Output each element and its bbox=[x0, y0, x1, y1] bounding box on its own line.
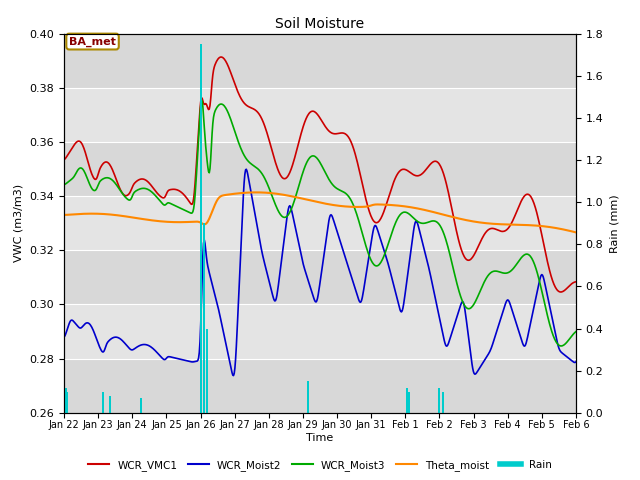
Legend: WCR_VMC1, WCR_Moist2, WCR_Moist3, Theta_moist, Rain: WCR_VMC1, WCR_Moist2, WCR_Moist3, Theta_… bbox=[84, 456, 556, 475]
Bar bbox=[140, 398, 142, 413]
Title: Soil Moisture: Soil Moisture bbox=[275, 17, 365, 31]
Bar bbox=[64, 88, 576, 142]
Bar bbox=[64, 304, 576, 359]
Bar bbox=[64, 142, 576, 196]
Bar bbox=[109, 396, 111, 413]
Bar bbox=[438, 387, 440, 413]
Bar bbox=[408, 392, 410, 413]
Text: BA_met: BA_met bbox=[69, 36, 116, 47]
Bar bbox=[200, 44, 202, 413]
Bar bbox=[64, 250, 576, 304]
Y-axis label: VWC (m3/m3): VWC (m3/m3) bbox=[14, 184, 24, 262]
Bar bbox=[442, 392, 444, 413]
X-axis label: Time: Time bbox=[307, 433, 333, 443]
Bar bbox=[102, 392, 104, 413]
Bar bbox=[406, 387, 408, 413]
Y-axis label: Rain (mm): Rain (mm) bbox=[609, 194, 619, 252]
Bar bbox=[65, 387, 67, 413]
Bar bbox=[67, 392, 68, 413]
Bar bbox=[64, 196, 576, 250]
Bar bbox=[307, 381, 309, 413]
Bar bbox=[64, 34, 576, 88]
Bar bbox=[203, 223, 205, 413]
Bar bbox=[205, 328, 208, 413]
Bar bbox=[64, 359, 576, 413]
